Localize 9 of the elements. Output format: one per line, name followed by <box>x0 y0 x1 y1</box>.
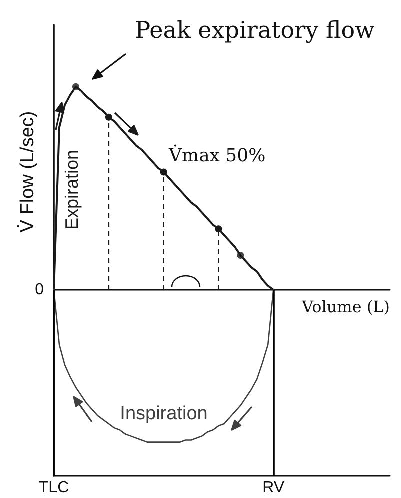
x-axis-title: Volume (L) <box>301 297 390 316</box>
annotation: V̇max 50% <box>168 144 266 166</box>
text: 0 <box>35 282 44 298</box>
text: Expiration <box>62 150 82 230</box>
x-tick-label: RV <box>262 480 285 496</box>
x-tick-label: TLC <box>38 480 70 496</box>
legend-label: Inspiration <box>120 404 208 424</box>
text: Peak expiratory flow <box>135 18 376 44</box>
y-axis-title: V̇ Flow (L/sec) <box>16 111 38 233</box>
